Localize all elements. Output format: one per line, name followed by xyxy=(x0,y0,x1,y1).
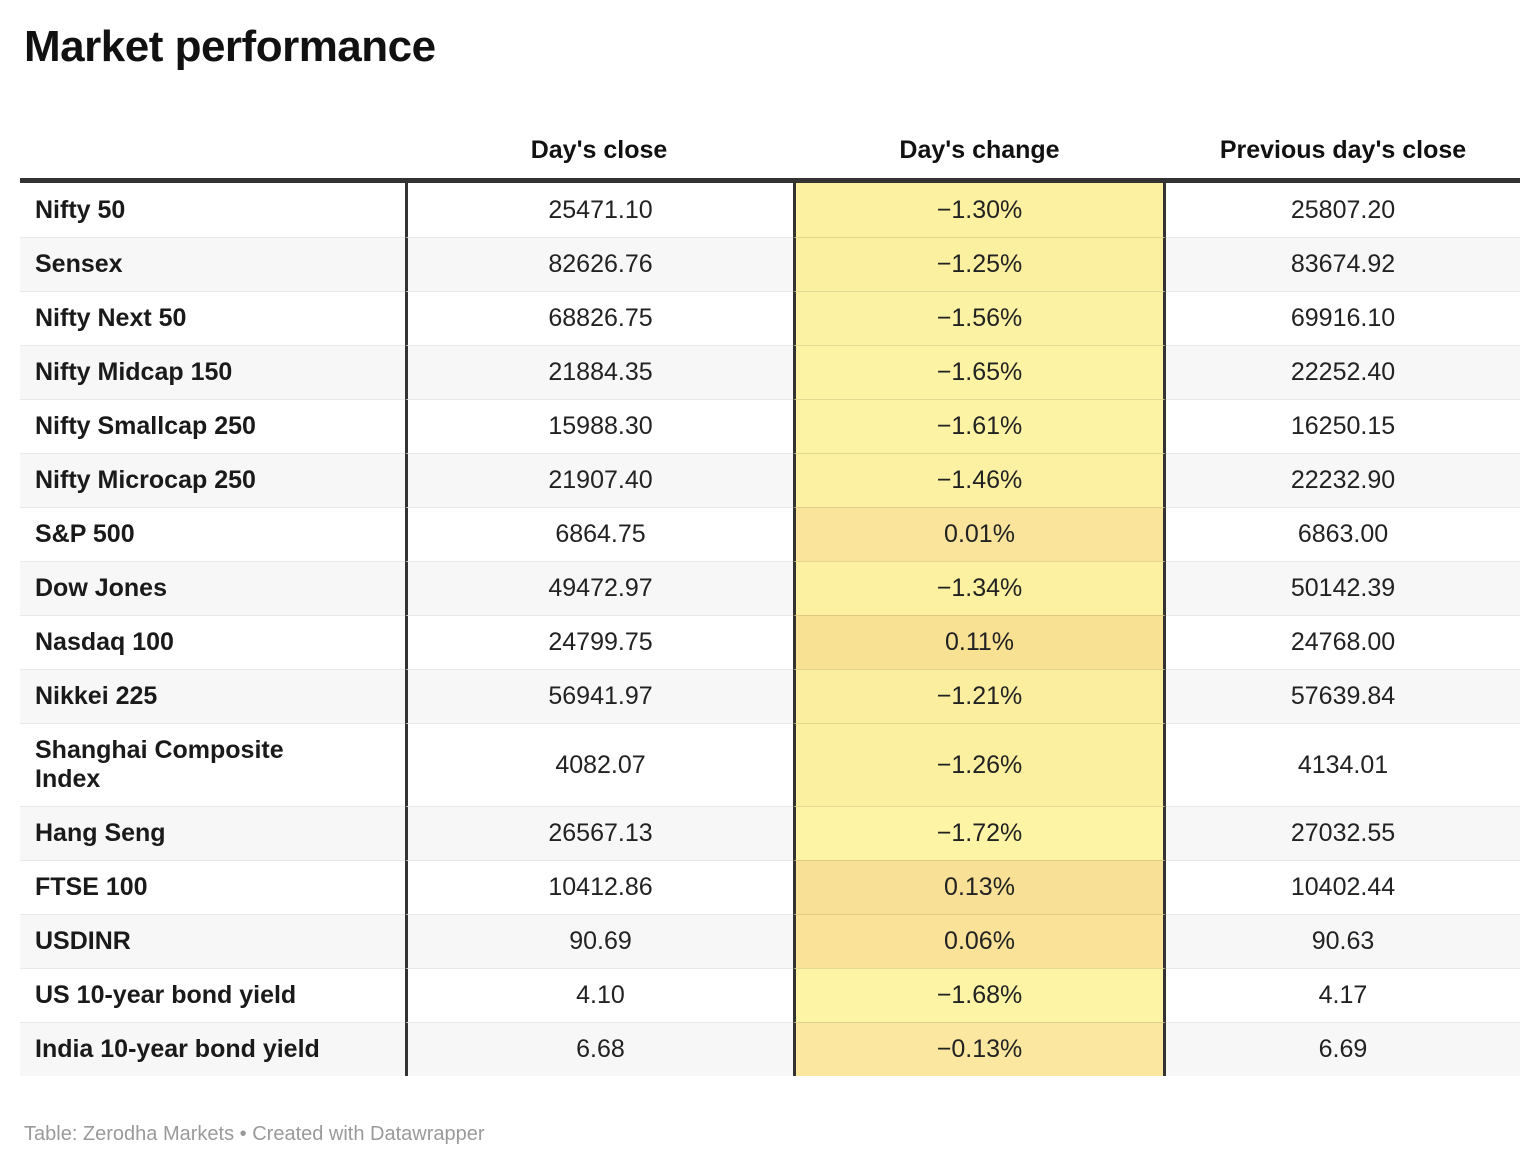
table-footer-credit: Table: Zerodha Markets • Created with Da… xyxy=(24,1123,485,1145)
prev-close-cell: 6863.00 xyxy=(1166,507,1520,561)
prev-close-cell: 4134.01 xyxy=(1166,723,1520,806)
row-label-cell: Dow Jones xyxy=(20,561,405,615)
days-change-cell: −0.13% xyxy=(793,1022,1166,1076)
prev-close-cell: 90.63 xyxy=(1166,914,1520,968)
page-title: Market performance xyxy=(24,22,436,71)
days-close-cell: 6.68 xyxy=(405,1022,793,1076)
days-close-cell: 24799.75 xyxy=(405,615,793,669)
row-label-cell: Nifty Next 50 xyxy=(20,291,405,345)
table-row: Shanghai Composite Index 4082.07 −1.26% … xyxy=(20,723,1520,806)
days-change-cell: −1.65% xyxy=(793,345,1166,399)
row-label-cell: Shanghai Composite Index xyxy=(20,723,405,806)
days-change-cell: −1.72% xyxy=(793,806,1166,860)
prev-close-cell: 25807.20 xyxy=(1290,195,1396,224)
prev-close-cell: 83674.92 xyxy=(1166,237,1520,291)
days-close-cell: 56941.97 xyxy=(405,669,793,723)
row-label-cell: Nifty 50 xyxy=(35,195,126,224)
days-change-cell: −1.21% xyxy=(793,669,1166,723)
table-row: USDINR 90.69 0.06% 90.63 xyxy=(20,914,1520,968)
days-close-cell: 10412.86 xyxy=(405,860,793,914)
prev-close-cell: 57639.84 xyxy=(1166,669,1520,723)
table-row: Nasdaq 100 24799.75 0.11% 24768.00 xyxy=(20,615,1520,669)
days-change-cell: 0.01% xyxy=(793,507,1166,561)
days-close-cell: 90.69 xyxy=(405,914,793,968)
prev-close-cell: 24768.00 xyxy=(1166,615,1520,669)
days-close-cell: 26567.13 xyxy=(405,806,793,860)
prev-close-cell: 22232.90 xyxy=(1166,453,1520,507)
table-row: India 10-year bond yield 6.68 −0.13% 6.6… xyxy=(20,1022,1520,1076)
table-row: Nifty Microcap 250 21907.40 −1.46% 22232… xyxy=(20,453,1520,507)
days-close-cell: 15988.30 xyxy=(405,399,793,453)
table-row: US 10-year bond yield 4.10 −1.68% 4.17 xyxy=(20,968,1520,1022)
days-close-cell: 6864.75 xyxy=(405,507,793,561)
days-change-cell: −1.34% xyxy=(793,561,1166,615)
table-row: Nifty Next 50 68826.75 −1.56% 69916.10 xyxy=(20,291,1520,345)
prev-close-cell: 22252.40 xyxy=(1166,345,1520,399)
table-body: Nifty 50 25471.10 −1.30% 25807.20 Sensex… xyxy=(20,183,1520,1076)
days-close-cell: 49472.97 xyxy=(405,561,793,615)
table-row: FTSE 100 10412.86 0.13% 10402.44 xyxy=(20,860,1520,914)
days-close-cell: 82626.76 xyxy=(405,237,793,291)
table-row: S&P 500 6864.75 0.01% 6863.00 xyxy=(20,507,1520,561)
days-change-cell: −1.46% xyxy=(793,453,1166,507)
row-label-cell: Nifty Smallcap 250 xyxy=(20,399,405,453)
prev-close-cell: 6.69 xyxy=(1166,1022,1520,1076)
row-label-cell: Nasdaq 100 xyxy=(20,615,405,669)
row-label-cell: Nifty Midcap 150 xyxy=(20,345,405,399)
col-header-prev-close: Previous day's close xyxy=(1219,136,1467,164)
days-change-cell: 0.13% xyxy=(793,860,1166,914)
row-label-cell: S&P 500 xyxy=(20,507,405,561)
days-change-cell: −1.26% xyxy=(793,723,1166,806)
table-row: Dow Jones 49472.97 −1.34% 50142.39 xyxy=(20,561,1520,615)
row-label-cell: US 10-year bond yield xyxy=(20,968,405,1022)
table-row: Nifty Midcap 150 21884.35 −1.65% 22252.4… xyxy=(20,345,1520,399)
col-header-days-change: Day's change xyxy=(899,136,1060,164)
days-close-cell: 4082.07 xyxy=(405,723,793,806)
days-change-cell: −1.25% xyxy=(793,237,1166,291)
days-close-cell: 21907.40 xyxy=(405,453,793,507)
prev-close-cell: 10402.44 xyxy=(1166,860,1520,914)
table-row: Sensex 82626.76 −1.25% 83674.92 xyxy=(20,237,1520,291)
days-close-cell: 21884.35 xyxy=(405,345,793,399)
prev-close-cell: 50142.39 xyxy=(1166,561,1520,615)
row-label-cell: Sensex xyxy=(20,237,405,291)
table-row: Nifty Smallcap 250 15988.30 −1.61% 16250… xyxy=(20,399,1520,453)
row-label-cell: India 10-year bond yield xyxy=(20,1022,405,1076)
row-label-cell: Nikkei 225 xyxy=(20,669,405,723)
days-close-cell: 4.10 xyxy=(405,968,793,1022)
days-change-cell: −1.30% xyxy=(793,183,1166,237)
row-label-cell: USDINR xyxy=(20,914,405,968)
prev-close-cell: 4.17 xyxy=(1166,968,1520,1022)
row-label-cell: FTSE 100 xyxy=(20,860,405,914)
days-change-cell: −1.61% xyxy=(793,399,1166,453)
row-label-cell: Nifty Microcap 250 xyxy=(20,453,405,507)
days-change-cell: 0.06% xyxy=(793,914,1166,968)
prev-close-cell: 69916.10 xyxy=(1166,291,1520,345)
table-row: Hang Seng 26567.13 −1.72% 27032.55 xyxy=(20,806,1520,860)
days-change-cell: −1.68% xyxy=(793,968,1166,1022)
prev-close-cell: 27032.55 xyxy=(1166,806,1520,860)
prev-close-cell: 16250.15 xyxy=(1166,399,1520,453)
table-header-row: Day's close Day's change Previous day's … xyxy=(20,135,1520,183)
days-change-cell: −1.56% xyxy=(793,291,1166,345)
row-label-cell: Hang Seng xyxy=(20,806,405,860)
table-row: Nikkei 225 56941.97 −1.21% 57639.84 xyxy=(20,669,1520,723)
col-header-empty xyxy=(20,135,405,165)
table-row: Nifty 50 25471.10 −1.30% 25807.20 xyxy=(20,183,1520,237)
days-change-cell: 0.11% xyxy=(793,615,1166,669)
col-header-days-close: Day's close xyxy=(530,136,668,164)
days-close-cell: 25471.10 xyxy=(405,183,793,237)
days-close-cell: 68826.75 xyxy=(405,291,793,345)
